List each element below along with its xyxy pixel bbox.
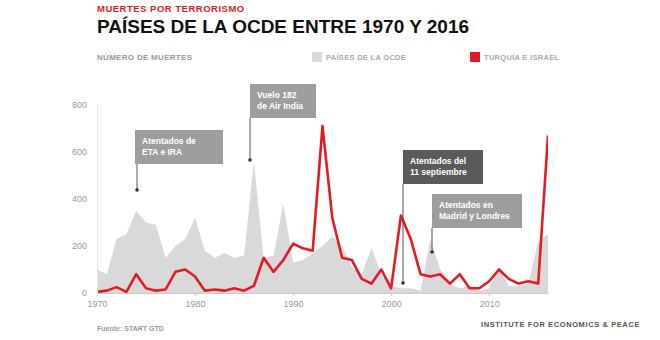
annotation-text: Atentados deETA e IRA — [142, 136, 196, 157]
x-tick: 2010 — [480, 293, 500, 309]
annotation-dot — [430, 250, 434, 254]
y-axis-title: NÚMERO DE MUERTES — [97, 53, 193, 62]
legend-label: PAÍSES DE LA OCDE — [326, 53, 406, 62]
annotation-line: ETA e IRA — [142, 147, 182, 157]
x-tick-label: 1970 — [87, 299, 107, 309]
line-series — [97, 126, 548, 292]
annotation-box — [403, 150, 483, 184]
annotation-line: Atentados del — [410, 156, 466, 166]
annotation-dot — [401, 281, 405, 285]
source: Fuente: START GTD — [97, 325, 164, 332]
x-tick-label: 1980 — [186, 299, 206, 309]
annotation-line: Madrid y Londres — [439, 211, 510, 221]
annotation-pointer — [432, 228, 433, 252]
x-tick: 1980 — [186, 293, 206, 309]
publisher: INSTITUTE FOR ECONOMICS & PEACE — [481, 320, 640, 329]
x-tick-label: 2010 — [480, 299, 500, 309]
x-tick-mark — [195, 293, 196, 296]
annotation-line: Vuelo 182 — [257, 90, 297, 100]
annotation-line: de Air India — [257, 101, 303, 111]
y-tick-label: 200 — [72, 241, 87, 251]
x-tick-label: 1990 — [284, 299, 304, 309]
legend-label: TURQUÍA E ISRAEL — [484, 53, 559, 62]
y-tick: 200 — [72, 241, 97, 251]
legend-swatch — [312, 52, 322, 62]
annotation-box — [135, 130, 223, 164]
x-tick-mark — [391, 293, 392, 296]
annotation-pointer — [250, 118, 251, 160]
x-tick: 1970 — [87, 293, 107, 309]
x-axis-line — [98, 293, 549, 294]
annotation-pointer — [137, 164, 138, 190]
y-tick-label: 600 — [72, 147, 87, 157]
annotation-line: 11 septiembre — [410, 167, 467, 177]
x-tick: 1990 — [284, 293, 304, 309]
annotation-line: Atentados en — [439, 200, 493, 210]
x-tick-mark — [293, 293, 294, 296]
legend-swatch — [470, 52, 480, 62]
x-tick-label: 2000 — [382, 299, 402, 309]
y-tick: 0 — [82, 288, 97, 298]
y-axis: 0 200 400 600 800 — [72, 100, 98, 298]
annotation-text: Atentados del11 septiembre — [410, 156, 467, 177]
y-tick: 800 — [72, 100, 97, 110]
legend: PAÍSES DE LA OCDE TURQUÍA E ISRAEL — [312, 52, 559, 62]
y-tick: 600 — [72, 147, 97, 157]
annotation-text: Atentados enMadrid y Londres — [439, 200, 510, 221]
title: PAÍSES DE LA OCDE ENTRE 1970 Y 2016 — [97, 16, 469, 37]
subtitle: MUERTES POR TERRORISMO — [97, 3, 245, 14]
x-axis: 1970 1980 1990 2000 2010 — [87, 293, 548, 309]
annotation: Vuelo 182de Air India — [248, 84, 316, 162]
x-tick: 2000 — [382, 293, 402, 309]
x-tick-mark — [97, 293, 98, 296]
annotation-pointer — [403, 184, 404, 283]
y-tick-label: 400 — [72, 194, 87, 204]
annotation-line: Atentados de — [142, 136, 196, 146]
annotation-dot — [248, 158, 252, 162]
annotation-box — [250, 84, 316, 118]
annotation: Atentados enMadrid y Londres — [430, 194, 522, 254]
y-tick-label: 800 — [72, 100, 87, 110]
chart-svg: MUERTES POR TERRORISMO PAÍSES DE LA OCDE … — [0, 0, 660, 340]
annotation: Atentados deETA e IRA — [135, 130, 223, 192]
x-tick-mark — [489, 293, 490, 296]
annotation-dot — [135, 188, 139, 192]
plot-area — [97, 126, 548, 293]
chart-container: MUERTES POR TERRORISMO PAÍSES DE LA OCDE … — [0, 0, 660, 340]
annotations: Atentados deETA e IRA Vuelo 182de Air Ind… — [135, 84, 522, 285]
annotation-box — [432, 194, 522, 228]
y-tick: 400 — [72, 194, 97, 204]
y-axis-line — [97, 106, 98, 294]
y-tick-label: 0 — [82, 288, 87, 298]
annotation-text: Vuelo 182de Air India — [257, 90, 303, 111]
